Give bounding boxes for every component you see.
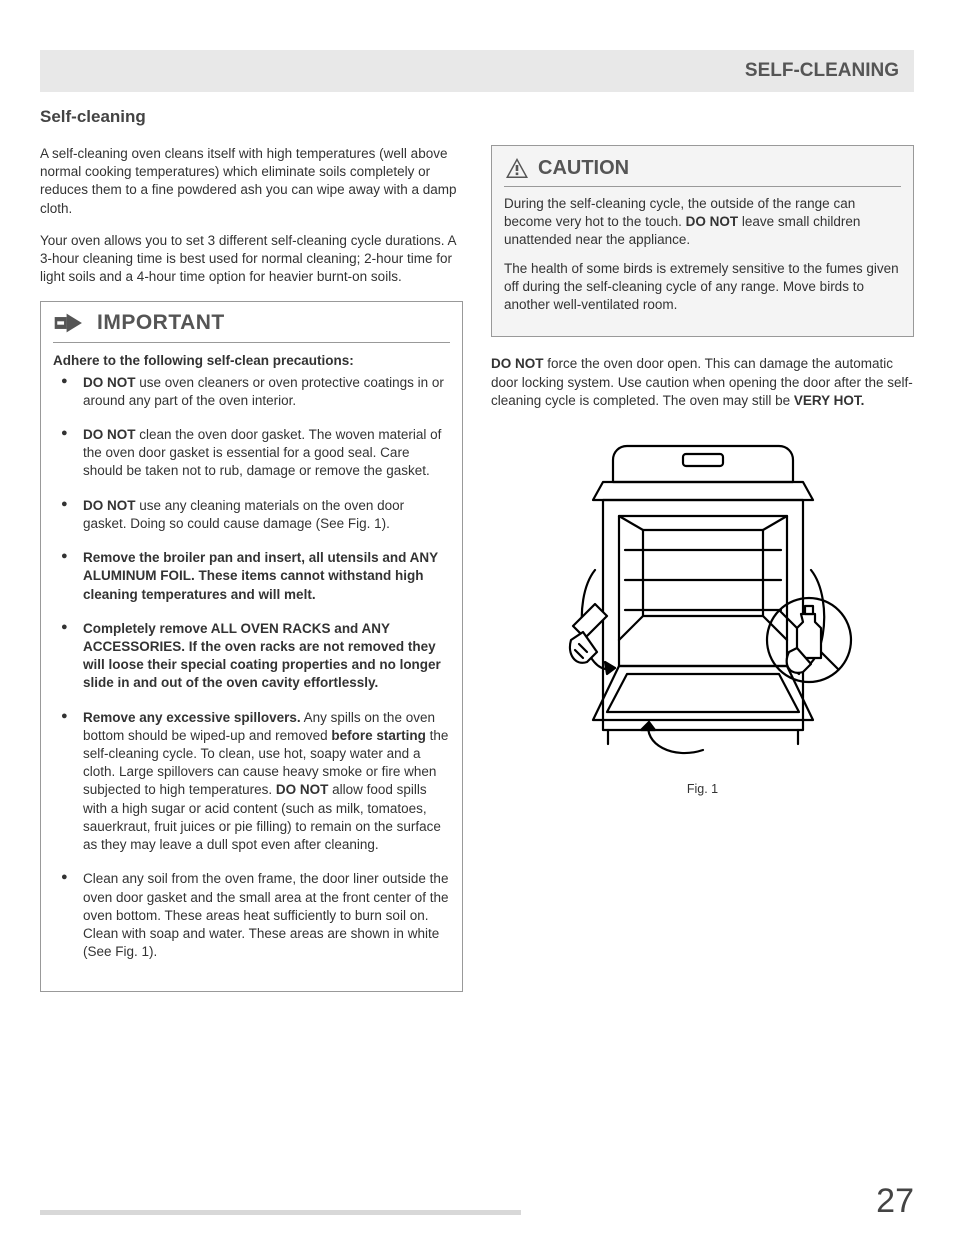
precaution-lead: Adhere to the following self-clean preca… bbox=[53, 353, 450, 368]
page-footer: 27 bbox=[40, 1210, 914, 1215]
caution-label: CAUTION bbox=[538, 157, 629, 180]
precautions-list: DO NOT use oven cleaners or oven protect… bbox=[53, 374, 450, 962]
warning-triangle-icon bbox=[504, 156, 530, 180]
precaution-item: Completely remove ALL OVEN RACKS and ANY… bbox=[53, 620, 450, 693]
precaution-item: Remove any excessive spillovers. Any spi… bbox=[53, 709, 450, 855]
precaution-item: Remove the broiler pan and insert, all u… bbox=[53, 549, 450, 604]
intro-paragraph-1: A self-cleaning oven cleans itself with … bbox=[40, 145, 463, 218]
page: SELF-CLEANING Self-cleaning A self-clean… bbox=[0, 0, 954, 1235]
footer-divider bbox=[40, 1210, 521, 1215]
caution-paragraph-2: The health of some birds is extremely se… bbox=[504, 260, 901, 315]
caution-callout: CAUTION During the self-cleaning cycle, … bbox=[491, 145, 914, 337]
caution-header: CAUTION bbox=[504, 156, 901, 187]
post-caution-text: DO NOT force the oven door open. This ca… bbox=[491, 355, 914, 410]
section-header-title: SELF-CLEANING bbox=[745, 60, 899, 81]
important-label: IMPORTANT bbox=[97, 311, 225, 335]
content-columns: A self-cleaning oven cleans itself with … bbox=[40, 145, 914, 992]
right-column: CAUTION During the self-cleaning cycle, … bbox=[491, 145, 914, 992]
section-header-bar: SELF-CLEANING bbox=[40, 50, 914, 92]
important-header: IMPORTANT bbox=[53, 302, 450, 343]
oven-diagram bbox=[553, 430, 853, 770]
page-subtitle: Self-cleaning bbox=[40, 107, 914, 127]
intro-text: A self-cleaning oven cleans itself with … bbox=[40, 145, 463, 287]
precaution-item: DO NOT clean the oven door gasket. The w… bbox=[53, 426, 450, 481]
precaution-item: DO NOT use oven cleaners or oven protect… bbox=[53, 374, 450, 410]
figure-container: Fig. 1 bbox=[491, 430, 914, 796]
page-number: 27 bbox=[876, 1182, 914, 1221]
important-callout: IMPORTANT Adhere to the following self-c… bbox=[40, 301, 463, 993]
figure-label: Fig. 1 bbox=[491, 782, 914, 796]
intro-paragraph-2: Your oven allows you to set 3 different … bbox=[40, 232, 463, 287]
post-caution-paragraph: DO NOT force the oven door open. This ca… bbox=[491, 355, 914, 410]
left-column: A self-cleaning oven cleans itself with … bbox=[40, 145, 463, 992]
precaution-item: Clean any soil from the oven frame, the … bbox=[53, 870, 450, 961]
caution-paragraph-1: During the self-cleaning cycle, the outs… bbox=[504, 195, 901, 250]
arrow-right-icon bbox=[53, 310, 87, 336]
precaution-item: DO NOT use any cleaning materials on the… bbox=[53, 497, 450, 533]
